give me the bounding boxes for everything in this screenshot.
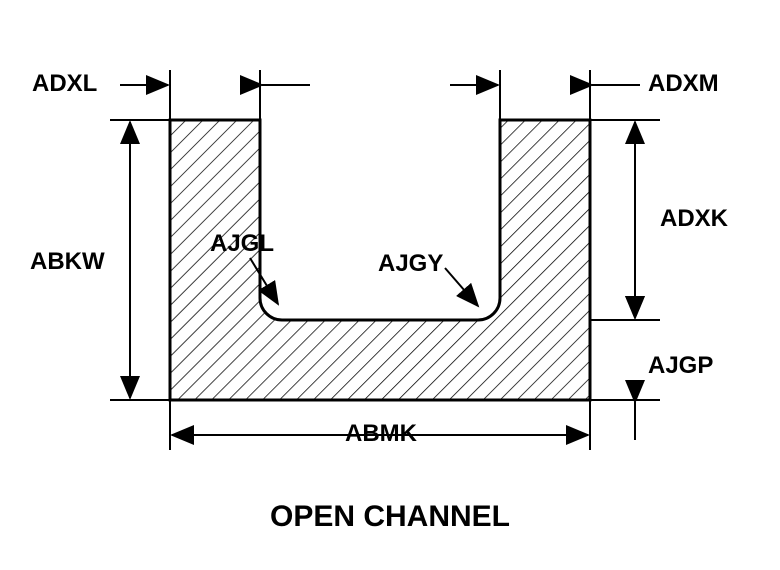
label-abmk: ABMK [345, 420, 417, 448]
label-abkw: ABKW [30, 248, 105, 276]
label-ajgp: AJGP [648, 352, 713, 380]
label-ajgy: AJGY [378, 250, 443, 278]
label-adxk: ADXK [660, 205, 728, 233]
diagram-container: ADXL ADXM ABKW ADXK AJGL AJGY AJGP ABMK … [0, 0, 780, 570]
diagram-title: OPEN CHANNEL [0, 500, 780, 534]
label-ajgl: AJGL [210, 230, 274, 258]
label-adxl: ADXL [32, 70, 97, 98]
label-adxm: ADXM [648, 70, 719, 98]
